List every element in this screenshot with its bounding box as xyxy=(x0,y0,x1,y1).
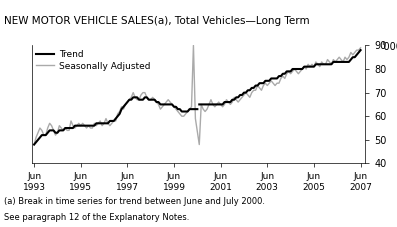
Text: (a) Break in time series for trend between June and July 2000.: (a) Break in time series for trend betwe… xyxy=(4,197,265,207)
Y-axis label: '000: '000 xyxy=(382,42,397,52)
Legend: Trend, Seasonally Adjusted: Trend, Seasonally Adjusted xyxy=(36,50,150,71)
Text: See paragraph 12 of the Explanatory Notes.: See paragraph 12 of the Explanatory Note… xyxy=(4,213,189,222)
Text: NEW MOTOR VEHICLE SALES(a), Total Vehicles—Long Term: NEW MOTOR VEHICLE SALES(a), Total Vehicl… xyxy=(4,16,310,26)
